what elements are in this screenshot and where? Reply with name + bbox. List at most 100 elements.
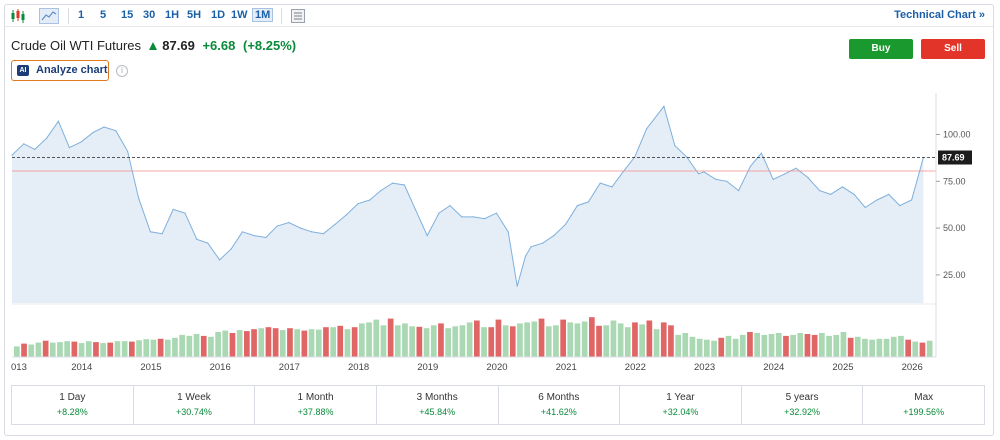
price-point [219, 259, 221, 261]
volume-bar [912, 341, 919, 357]
period-1[interactable]: 1 [78, 9, 85, 21]
volume-bar [294, 329, 300, 357]
performance-cell[interactable]: 1 Day +8.28% [12, 386, 134, 424]
x-tick-label: 2025 [832, 362, 853, 373]
volume-bar [330, 327, 336, 357]
volume-bar [589, 317, 595, 357]
volume-bar [438, 323, 444, 357]
volume-bar [452, 326, 459, 357]
volume-bar [890, 336, 897, 357]
price-point [853, 193, 855, 195]
volume-bar [668, 325, 674, 357]
x-tick-label: 2020 [486, 362, 507, 373]
price-point [196, 238, 198, 240]
price-point [414, 208, 416, 210]
toolbar-divider [281, 8, 282, 24]
y-tick-label: 25.00 [943, 270, 966, 280]
volume-bar [639, 324, 645, 357]
price-point [161, 233, 163, 235]
volume-bar [833, 334, 840, 357]
volume-bar [265, 327, 272, 357]
arrow-up-icon [148, 42, 157, 50]
price-point [68, 147, 70, 149]
x-tick-label: 013 [11, 362, 27, 373]
performance-cell[interactable]: 1 Month +37.88% [255, 386, 377, 424]
instrument-price: 87.69 [162, 38, 195, 53]
line-chart-icon[interactable] [39, 8, 59, 24]
volume-bar [531, 321, 538, 357]
volume-bar [840, 332, 847, 357]
period-5h[interactable]: 5H [187, 9, 202, 21]
performance-period-label: 6 Months [538, 392, 580, 403]
price-point [300, 227, 302, 229]
period-1d[interactable]: 1D [211, 9, 226, 21]
price-chart[interactable]: Investing.com 100.00 75.00 50.00 25.00 87.69… [5, 5, 995, 385]
volume-bar [919, 342, 926, 357]
volume-bar [502, 325, 509, 357]
volume-bar [739, 334, 746, 357]
performance-cell[interactable]: 6 Months +41.62% [499, 386, 621, 424]
period-1w[interactable]: 1W [231, 9, 248, 21]
price-point [899, 205, 901, 207]
volume-bar [783, 335, 789, 357]
volume-bar [524, 322, 530, 357]
analyze-chart-label: Analyze chart [36, 64, 108, 76]
volume-bar [143, 339, 150, 357]
performance-period-label: Max [914, 392, 934, 403]
period-30[interactable]: 30 [143, 9, 156, 21]
volume-bar [21, 343, 27, 357]
volume-bar [14, 346, 20, 357]
price-point [276, 225, 278, 227]
instrument-change: +6.68 [202, 38, 236, 53]
technical-chart-link[interactable]: Technical Chart » [894, 9, 985, 21]
volume-bar [459, 325, 466, 357]
volume-bar [344, 329, 351, 357]
sell-button[interactable]: Sell [921, 39, 985, 59]
volume-bar [164, 339, 171, 357]
y-tick-label: 50.00 [943, 223, 966, 233]
volume-bar [898, 335, 904, 357]
x-tick-label: 2023 [694, 362, 715, 373]
price-point [726, 180, 728, 182]
performance-cell[interactable]: Max +199.56% [863, 386, 984, 424]
analyze-chart-button[interactable]: AI Analyze chart [11, 60, 109, 81]
price-point [888, 193, 890, 195]
chart-widget: 1 5 15 30 1H 5H 1D 1W 1M Technical Chart… [4, 4, 994, 436]
volume-layer [12, 303, 936, 358]
period-1m[interactable]: 1M [252, 8, 274, 22]
performance-change-value: +45.84% [419, 407, 456, 417]
price-point [841, 186, 844, 188]
period-15[interactable]: 15 [121, 9, 134, 21]
price-point [265, 236, 267, 239]
price-point [599, 182, 601, 184]
volume-bar [596, 325, 602, 357]
performance-cell[interactable]: 3 Months +45.84% [377, 386, 499, 424]
volume-bar [567, 322, 574, 357]
price-point [911, 199, 913, 201]
volume-bar [481, 327, 487, 357]
performance-cell[interactable]: 1 Year +32.04% [620, 386, 742, 424]
volume-bar [696, 338, 703, 357]
price-point [438, 212, 440, 214]
volume-bar [545, 326, 552, 357]
volume-bar [301, 330, 308, 357]
performance-cell[interactable]: 1 Week +30.74% [134, 386, 256, 424]
volume-bar [57, 342, 63, 357]
volume-bar [402, 323, 408, 357]
performance-period-label: 1 Day [59, 392, 86, 403]
performance-cell[interactable]: 5 years +32.92% [742, 386, 864, 424]
chart-toolbar: 1 5 15 30 1H 5H 1D 1W 1M Technical Chart… [5, 5, 993, 27]
price-point [674, 145, 676, 147]
period-1h[interactable]: 1H [165, 9, 180, 21]
price-point [507, 231, 509, 233]
price-point [576, 205, 579, 207]
info-icon[interactable]: i [116, 65, 128, 77]
price-point [622, 171, 624, 173]
price-point [530, 246, 532, 248]
price-point [565, 223, 567, 225]
table-view-icon[interactable] [290, 8, 306, 24]
price-point [103, 126, 105, 128]
period-5[interactable]: 5 [100, 9, 107, 21]
buy-button[interactable]: Buy [849, 39, 913, 59]
candlestick-icon[interactable] [9, 8, 27, 24]
